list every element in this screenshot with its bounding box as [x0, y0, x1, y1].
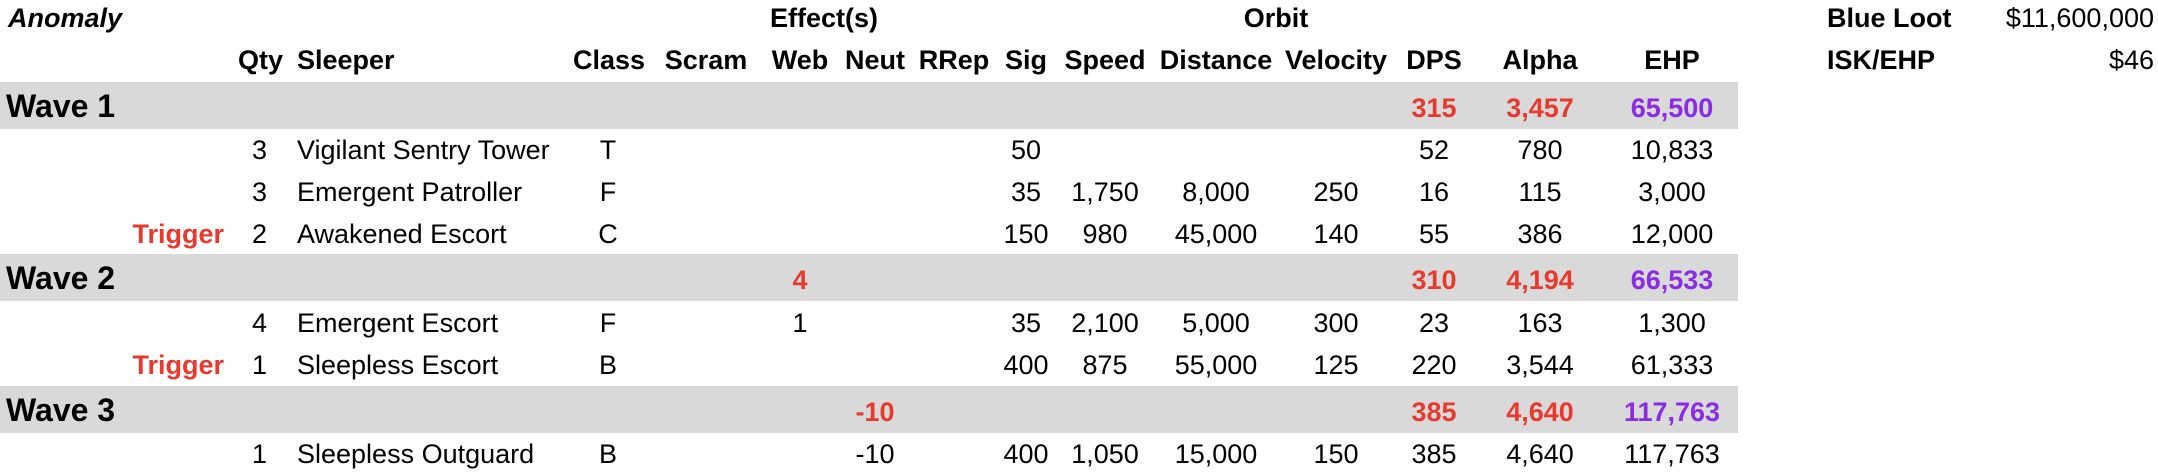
sig-cell: 150 — [1003, 219, 1049, 249]
alpha-cell: 4,640 — [1506, 439, 1574, 469]
col-header-neut: Neut — [845, 45, 905, 75]
sleeper-cell: Awakened Escort — [297, 219, 507, 249]
blue-loot-value: $11,600,000 — [2005, 3, 2154, 33]
speed-cell: 1,050 — [1071, 439, 1139, 469]
distance-cell: 8,000 — [1182, 177, 1250, 207]
anomaly-header: Anomaly — [8, 3, 123, 33]
class-cell: F — [599, 308, 617, 338]
dps-cell: 55 — [1418, 219, 1450, 249]
ehp-cell: 61,333 — [1630, 350, 1714, 380]
ehp-cell: 1,300 — [1638, 308, 1706, 338]
dps-cell: 220 — [1411, 350, 1457, 380]
ehp-cell: 3,000 — [1638, 177, 1706, 207]
wave-alpha-total: 4,194 — [1506, 265, 1574, 295]
dps-cell: 385 — [1411, 439, 1457, 469]
class-cell: C — [598, 219, 618, 249]
col-header-sleeper: Sleeper — [297, 45, 395, 75]
wave-title: Wave 2 — [6, 260, 116, 296]
sig-cell: 35 — [1010, 308, 1042, 338]
col-header-speed: Speed — [1064, 45, 1146, 75]
sleeper-cell: Emergent Escort — [297, 308, 499, 338]
class-cell: B — [598, 439, 618, 469]
qty-cell: 1 — [251, 439, 267, 469]
qty-cell: 4 — [251, 308, 267, 338]
col-header-distance: Distance — [1159, 45, 1273, 75]
alpha-cell: 163 — [1517, 308, 1563, 338]
dps-cell: 52 — [1418, 135, 1450, 165]
isk-ehp-label: ISK/EHP — [1827, 45, 1936, 75]
wave-title: Wave 3 — [6, 392, 116, 428]
wave-web-total: 4 — [792, 265, 808, 295]
sig-cell: 400 — [1003, 439, 1049, 469]
effects-group-header: Effect(s) — [769, 3, 879, 33]
neut-cell: -10 — [855, 439, 895, 469]
col-header-scram: Scram — [664, 45, 748, 75]
wave-ehp-total: 117,763 — [1623, 397, 1721, 427]
sig-cell: 35 — [1010, 177, 1042, 207]
blue-loot-label: Blue Loot — [1827, 3, 1952, 33]
velocity-cell: 150 — [1313, 439, 1359, 469]
alpha-cell: 386 — [1517, 219, 1563, 249]
col-header-rrep: RRep — [918, 45, 990, 75]
wave-alpha-total: 4,640 — [1506, 397, 1574, 427]
wave-title: Wave 1 — [6, 88, 116, 124]
wave-band — [0, 82, 1738, 129]
web-cell: 1 — [792, 308, 808, 338]
trigger-label: Trigger — [132, 350, 224, 380]
velocity-cell: 125 — [1313, 350, 1359, 380]
dps-cell: 23 — [1418, 308, 1450, 338]
trigger-label: Trigger — [132, 219, 224, 249]
col-header-ehp: EHP — [1644, 45, 1700, 75]
col-header-velocity: Velocity — [1284, 45, 1388, 75]
qty-cell: 1 — [251, 350, 267, 380]
dps-cell: 16 — [1418, 177, 1450, 207]
col-header-qty: Qty — [237, 45, 283, 75]
sig-cell: 400 — [1003, 350, 1049, 380]
wave-alpha-total: 3,457 — [1506, 93, 1574, 123]
class-cell: T — [599, 135, 617, 165]
ehp-cell: 10,833 — [1630, 135, 1714, 165]
wave-ehp-total: 65,500 — [1630, 93, 1714, 123]
qty-cell: 3 — [251, 135, 267, 165]
speed-cell: 2,100 — [1071, 308, 1139, 338]
wave-ehp-total: 66,533 — [1630, 265, 1714, 295]
sleeper-cell: Sleepless Outguard — [297, 439, 535, 469]
col-header-web: Web — [771, 45, 829, 75]
qty-cell: 2 — [251, 219, 267, 249]
col-header-sig: Sig — [1004, 45, 1048, 75]
sleeper-cell: Sleepless Escort — [297, 350, 499, 380]
sig-cell: 50 — [1010, 135, 1042, 165]
velocity-cell: 250 — [1313, 177, 1359, 207]
orbit-group-header: Orbit — [1243, 3, 1309, 33]
ehp-cell: 117,763 — [1624, 439, 1720, 469]
class-cell: F — [599, 177, 617, 207]
speed-cell: 875 — [1082, 350, 1128, 380]
wave-band — [0, 386, 1738, 433]
wave-dps-total: 385 — [1411, 397, 1457, 427]
distance-cell: 55,000 — [1174, 350, 1258, 380]
alpha-cell: 3,544 — [1506, 350, 1574, 380]
sleeper-cell: Vigilant Sentry Tower — [297, 135, 550, 165]
ehp-cell: 12,000 — [1630, 219, 1714, 249]
distance-cell: 5,000 — [1182, 308, 1250, 338]
distance-cell: 15,000 — [1174, 439, 1258, 469]
isk-ehp-value: $46 — [2108, 45, 2154, 75]
wave-neut-total: -10 — [855, 397, 895, 427]
velocity-cell: 140 — [1313, 219, 1359, 249]
alpha-cell: 780 — [1517, 135, 1563, 165]
wave-dps-total: 310 — [1411, 265, 1457, 295]
class-cell: B — [598, 350, 618, 380]
sleeper-cell: Emergent Patroller — [297, 177, 523, 207]
col-header-class: Class — [572, 45, 646, 75]
wave-band — [0, 254, 1738, 301]
distance-cell: 45,000 — [1174, 219, 1258, 249]
velocity-cell: 300 — [1313, 308, 1359, 338]
col-header-dps: DPS — [1406, 45, 1462, 75]
alpha-cell: 115 — [1518, 177, 1562, 207]
speed-cell: 980 — [1082, 219, 1128, 249]
qty-cell: 3 — [251, 177, 267, 207]
speed-cell: 1,750 — [1071, 177, 1139, 207]
col-header-alpha: Alpha — [1502, 45, 1578, 75]
wave-dps-total: 315 — [1411, 93, 1457, 123]
